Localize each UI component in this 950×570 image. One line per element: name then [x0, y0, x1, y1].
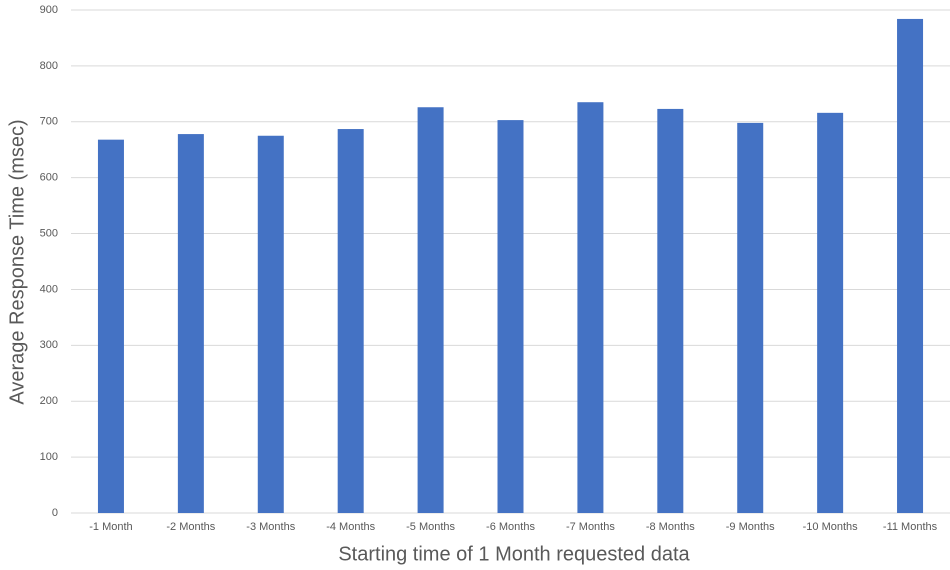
bar [177, 134, 204, 513]
x-tick-label: -6 Months [486, 521, 535, 533]
y-tick-label: 700 [40, 116, 58, 128]
x-tick-label: -5 Months [406, 521, 455, 533]
y-tick-label: 800 [40, 60, 58, 72]
bar [257, 135, 284, 513]
y-tick-label: 100 [40, 451, 58, 463]
x-tick-label: -10 Months [803, 521, 859, 533]
y-tick-label: 900 [40, 4, 58, 16]
bar [817, 112, 844, 513]
x-tick-label: -1 Month [89, 521, 132, 533]
bar [577, 102, 604, 513]
bar [897, 18, 924, 513]
x-tick-label: -3 Months [246, 521, 295, 533]
bar [497, 120, 524, 514]
y-tick-label: 400 [40, 283, 58, 295]
y-tick-label: 600 [40, 172, 58, 184]
x-tick-label: -11 Months [883, 521, 938, 533]
bar [657, 108, 684, 513]
y-tick-label: 200 [40, 395, 58, 407]
x-tick-label: -9 Months [726, 521, 775, 533]
y-tick-label: 0 [52, 507, 58, 519]
x-axis-title: Starting time of 1 Month requested data [338, 543, 690, 565]
y-axis-title: Average Response Time (msec) [6, 119, 28, 404]
bar [417, 107, 444, 513]
x-tick-label: -2 Months [166, 521, 215, 533]
x-tick-label: -8 Months [646, 521, 695, 533]
x-tick-label: -7 Months [566, 521, 615, 533]
x-tick-label: -4 Months [326, 521, 375, 533]
y-tick-label: 300 [40, 339, 58, 351]
bar [337, 129, 364, 513]
bar [97, 139, 124, 513]
bar [737, 122, 764, 513]
y-tick-label: 500 [40, 227, 58, 239]
